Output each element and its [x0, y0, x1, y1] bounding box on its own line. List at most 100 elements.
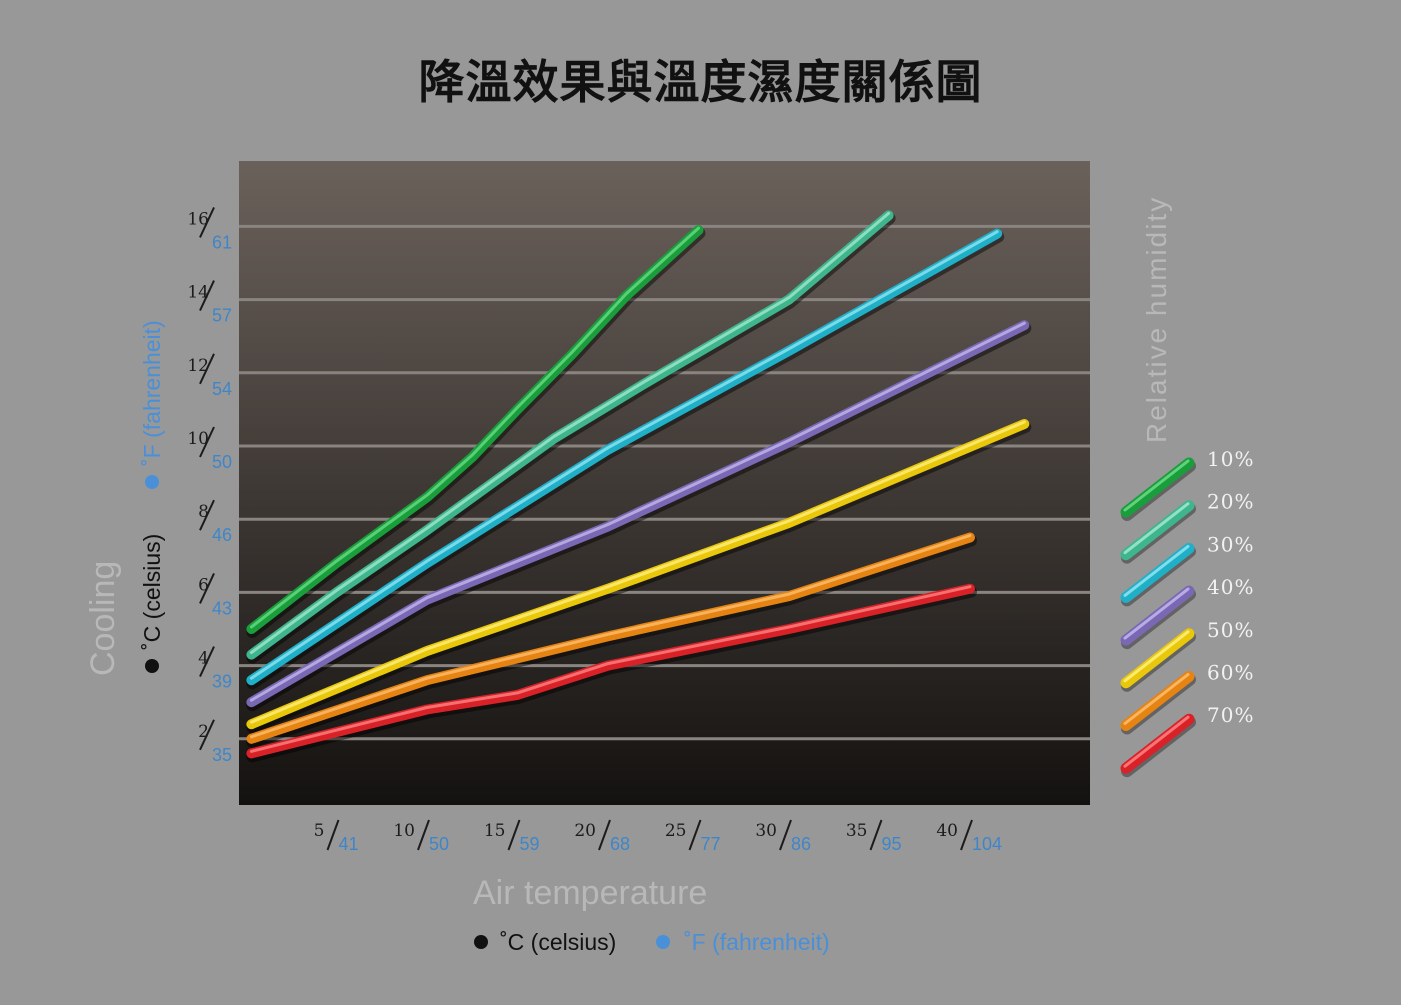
- series-body: [246, 320, 1030, 708]
- y-tick-fahrenheit: 57: [212, 306, 232, 326]
- x-units-celsius: ˚C (celsius): [500, 929, 616, 955]
- legend-swatch: [1120, 671, 1195, 731]
- x-tick-fahrenheit: 104: [972, 834, 1002, 854]
- tick-slash: [779, 819, 792, 851]
- tick-slash: [688, 819, 702, 851]
- legend-item-5: 50%: [1120, 618, 1254, 692]
- legend-item-2: 20%: [1120, 490, 1254, 564]
- series-line-5: [246, 419, 1032, 734]
- tick-slash: [199, 719, 215, 751]
- x-tick-fahrenheit: 68: [610, 834, 630, 854]
- series-line-3: [246, 228, 1005, 690]
- tick-slash: [507, 819, 521, 851]
- y-tick-fahrenheit: 50: [212, 452, 232, 472]
- tick-slash: [199, 426, 215, 458]
- x-tick-label: 35 95: [846, 819, 902, 854]
- x-tick-celsius: 5: [314, 821, 325, 841]
- legend-swatch-highlight: [1123, 630, 1190, 683]
- series-body: [246, 228, 1003, 686]
- x-tick-celsius: 10: [393, 821, 415, 841]
- y-tick-celsius: 6: [198, 575, 209, 595]
- series-line-1: [246, 225, 706, 638]
- y-axis-title: Cooling: [84, 561, 122, 676]
- x-tick-label: 10 50: [393, 819, 449, 854]
- legend-swatch: [1120, 713, 1195, 774]
- tick-slash: [960, 819, 973, 851]
- x-tick-celsius: 20: [574, 821, 596, 841]
- series-highlight: [249, 321, 1026, 702]
- x-tick-label: 30 86: [755, 819, 811, 854]
- x-axis-title: Air temperature: [473, 874, 707, 912]
- series-highlight: [249, 420, 1026, 724]
- legend-item-7: 70%: [1120, 703, 1254, 778]
- y-tick-fahrenheit: 61: [212, 232, 232, 252]
- tick-slash: [199, 206, 215, 238]
- gridlines: [239, 224, 1090, 741]
- x-tick-celsius: 25: [665, 821, 687, 841]
- legend-swatch-highlight: [1123, 459, 1190, 512]
- tick-slash: [326, 819, 340, 851]
- x-tick-fahrenheit: 95: [882, 834, 902, 854]
- legend-title: Relative humidity: [1141, 196, 1172, 443]
- legend-swatch: [1120, 585, 1195, 646]
- series-line-4: [246, 320, 1032, 712]
- legend-label: 10%: [1207, 447, 1254, 471]
- series-highlight: [249, 585, 972, 753]
- legend-item-6: 60%: [1120, 661, 1253, 735]
- y-tick-label: 846: [198, 499, 232, 545]
- legend-swatch: [1120, 542, 1195, 603]
- y-tick-celsius: 8: [198, 502, 209, 522]
- legend-swatch: [1120, 628, 1195, 689]
- legend-label: 50%: [1207, 618, 1254, 642]
- y-tick-fahrenheit: 46: [212, 525, 232, 545]
- series-body: [246, 419, 1030, 730]
- tick-slash: [598, 819, 611, 851]
- legend-label: 30%: [1207, 532, 1254, 556]
- tick-slash: [869, 819, 883, 851]
- x-tick-celsius: 35: [846, 821, 868, 841]
- x-tick-celsius: 30: [755, 821, 777, 841]
- y-tick-celsius: 14: [187, 283, 209, 303]
- legend-swatch-highlight: [1123, 502, 1190, 555]
- x-units-fahrenheit: ˚F (fahrenheit): [684, 929, 830, 955]
- y-tick-fahrenheit: 43: [212, 598, 232, 618]
- x-tick-fahrenheit: 59: [520, 834, 540, 854]
- y-tick-celsius: 4: [198, 649, 209, 669]
- series-line-2: [246, 210, 896, 664]
- legend-swatch-highlight: [1123, 544, 1190, 597]
- x-tick-label: 25 77: [665, 819, 721, 854]
- legend-label: 70%: [1207, 703, 1254, 727]
- x-tick-celsius: 15: [484, 821, 506, 841]
- legend-label: 20%: [1207, 490, 1254, 514]
- y-fahrenheit-marker-icon: [145, 475, 159, 489]
- y-tick-celsius: 10: [187, 429, 209, 449]
- series-highlight: [249, 230, 999, 680]
- tick-slash: [199, 572, 215, 604]
- y-celsius-marker-icon: [145, 659, 159, 673]
- tick-slash: [199, 280, 215, 312]
- y-tick-celsius: 2: [198, 722, 209, 742]
- legend-swatch-highlight: [1123, 673, 1190, 725]
- y-units-fahrenheit: ˚F (fahrenheit): [139, 320, 165, 466]
- x-tick-label: 5 41: [314, 819, 359, 854]
- legend-swatch-highlight: [1123, 587, 1190, 640]
- legend-swatch: [1120, 500, 1195, 561]
- series-highlight: [249, 534, 972, 739]
- series-body: [246, 532, 975, 744]
- series-body: [246, 583, 975, 759]
- y-tick-fahrenheit: 39: [212, 672, 232, 692]
- series-body: [246, 210, 894, 660]
- y-tick-label: 643: [198, 572, 232, 618]
- x-tick-fahrenheit: 77: [701, 834, 721, 854]
- series-lines: [246, 210, 1032, 763]
- x-celsius-marker-icon: [474, 935, 488, 949]
- tick-slash: [199, 353, 215, 385]
- y-tick-celsius: 16: [187, 209, 209, 229]
